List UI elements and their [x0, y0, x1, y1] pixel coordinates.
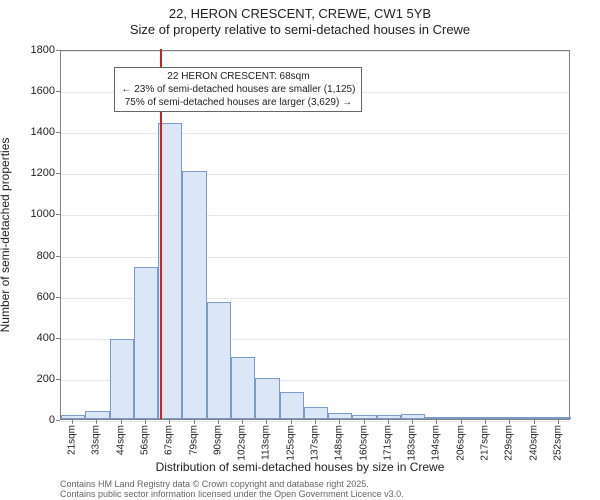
x-tick-mark — [534, 420, 535, 424]
x-tick-mark — [266, 420, 267, 424]
x-tick-mark — [218, 420, 219, 424]
x-tick-mark — [121, 420, 122, 424]
x-tick-label: 206sqm — [455, 425, 466, 461]
y-tick-mark — [56, 50, 60, 51]
x-tick-mark — [242, 420, 243, 424]
annotation-box: 22 HERON CRESCENT: 68sqm← 23% of semi-de… — [114, 67, 362, 112]
gridline — [61, 174, 569, 175]
histogram-bar — [182, 171, 206, 419]
x-tick-label: 90sqm — [212, 425, 223, 455]
y-tick-label: 0 — [5, 414, 55, 426]
x-tick-label: 79sqm — [188, 425, 199, 455]
x-tick-mark — [194, 420, 195, 424]
x-tick-mark — [169, 420, 170, 424]
histogram-bar — [207, 302, 231, 419]
gridline — [61, 215, 569, 216]
gridline — [61, 51, 569, 52]
x-tick-label: 113sqm — [261, 425, 272, 460]
chart-title-block: 22, HERON CRESCENT, CREWE, CW1 5YB Size … — [0, 6, 600, 39]
y-tick-label: 800 — [5, 250, 55, 262]
histogram-bar — [474, 417, 498, 419]
histogram-bar — [450, 417, 474, 419]
x-axis-title: Distribution of semi-detached houses by … — [0, 460, 600, 474]
y-tick-mark — [56, 132, 60, 133]
histogram-bar — [110, 339, 134, 419]
x-tick-label: 21sqm — [67, 425, 78, 455]
chart-title-line1: 22, HERON CRESCENT, CREWE, CW1 5YB — [0, 6, 600, 22]
histogram-bar — [85, 411, 109, 419]
x-tick-label: 217sqm — [480, 425, 491, 461]
annotation-line: 75% of semi-detached houses are larger (… — [121, 96, 355, 109]
x-tick-label: 67sqm — [164, 425, 175, 455]
x-tick-label: 229sqm — [504, 425, 515, 461]
x-tick-mark — [96, 420, 97, 424]
y-tick-label: 1000 — [5, 208, 55, 220]
x-tick-mark — [485, 420, 486, 424]
histogram-bar — [425, 417, 449, 419]
histogram-bar — [328, 413, 352, 419]
histogram-bar — [498, 417, 522, 419]
x-tick-mark — [145, 420, 146, 424]
x-tick-label: 44sqm — [115, 425, 126, 455]
y-tick-label: 1400 — [5, 126, 55, 138]
x-tick-mark — [72, 420, 73, 424]
x-tick-label: 160sqm — [358, 425, 369, 461]
histogram-bar — [255, 378, 279, 419]
y-tick-label: 1200 — [5, 167, 55, 179]
credits-line2: Contains public sector information licen… — [60, 490, 404, 500]
annotation-line: ← 23% of semi-detached houses are smalle… — [121, 83, 355, 96]
x-tick-label: 252sqm — [552, 425, 563, 461]
annotation-line: 22 HERON CRESCENT: 68sqm — [121, 70, 355, 83]
histogram-bar — [377, 415, 401, 419]
credits-block: Contains HM Land Registry data © Crown c… — [60, 480, 404, 500]
y-tick-mark — [56, 379, 60, 380]
x-tick-mark — [461, 420, 462, 424]
y-tick-label: 600 — [5, 291, 55, 303]
y-tick-label: 200 — [5, 373, 55, 385]
x-tick-mark — [315, 420, 316, 424]
x-tick-label: 137sqm — [310, 425, 321, 461]
x-tick-label: 102sqm — [237, 425, 248, 461]
y-tick-mark — [56, 173, 60, 174]
x-tick-mark — [509, 420, 510, 424]
histogram-bar — [231, 357, 255, 419]
x-tick-label: 33sqm — [91, 425, 102, 455]
histogram-bar — [280, 392, 304, 419]
y-tick-mark — [56, 256, 60, 257]
chart-title-line2: Size of property relative to semi-detach… — [0, 22, 600, 38]
y-tick-mark — [56, 91, 60, 92]
x-tick-label: 56sqm — [140, 425, 151, 455]
y-tick-label: 1800 — [5, 44, 55, 56]
x-tick-label: 148sqm — [334, 425, 345, 461]
x-tick-mark — [339, 420, 340, 424]
histogram-bar — [522, 417, 546, 419]
y-tick-label: 1600 — [5, 85, 55, 97]
y-tick-mark — [56, 214, 60, 215]
x-tick-label: 171sqm — [382, 425, 393, 461]
x-tick-mark — [412, 420, 413, 424]
histogram-bar — [134, 267, 158, 419]
x-tick-label: 183sqm — [407, 425, 418, 461]
x-tick-mark — [558, 420, 559, 424]
x-tick-label: 125sqm — [285, 425, 296, 461]
histogram-bar — [352, 415, 376, 419]
x-tick-label: 240sqm — [528, 425, 539, 461]
gridline — [61, 133, 569, 134]
histogram-chart: 22, HERON CRESCENT, CREWE, CW1 5YB Size … — [0, 0, 600, 500]
x-tick-mark — [364, 420, 365, 424]
histogram-bar — [547, 417, 571, 419]
y-tick-label: 400 — [5, 332, 55, 344]
plot-area: 22 HERON CRESCENT: 68sqm← 23% of semi-de… — [60, 50, 570, 420]
x-tick-mark — [291, 420, 292, 424]
y-tick-mark — [56, 420, 60, 421]
histogram-bar — [401, 414, 425, 419]
gridline — [61, 257, 569, 258]
y-tick-mark — [56, 338, 60, 339]
histogram-bar — [61, 415, 85, 419]
y-tick-mark — [56, 297, 60, 298]
x-tick-mark — [388, 420, 389, 424]
x-tick-mark — [436, 420, 437, 424]
histogram-bar — [304, 407, 328, 419]
x-tick-label: 194sqm — [431, 425, 442, 461]
